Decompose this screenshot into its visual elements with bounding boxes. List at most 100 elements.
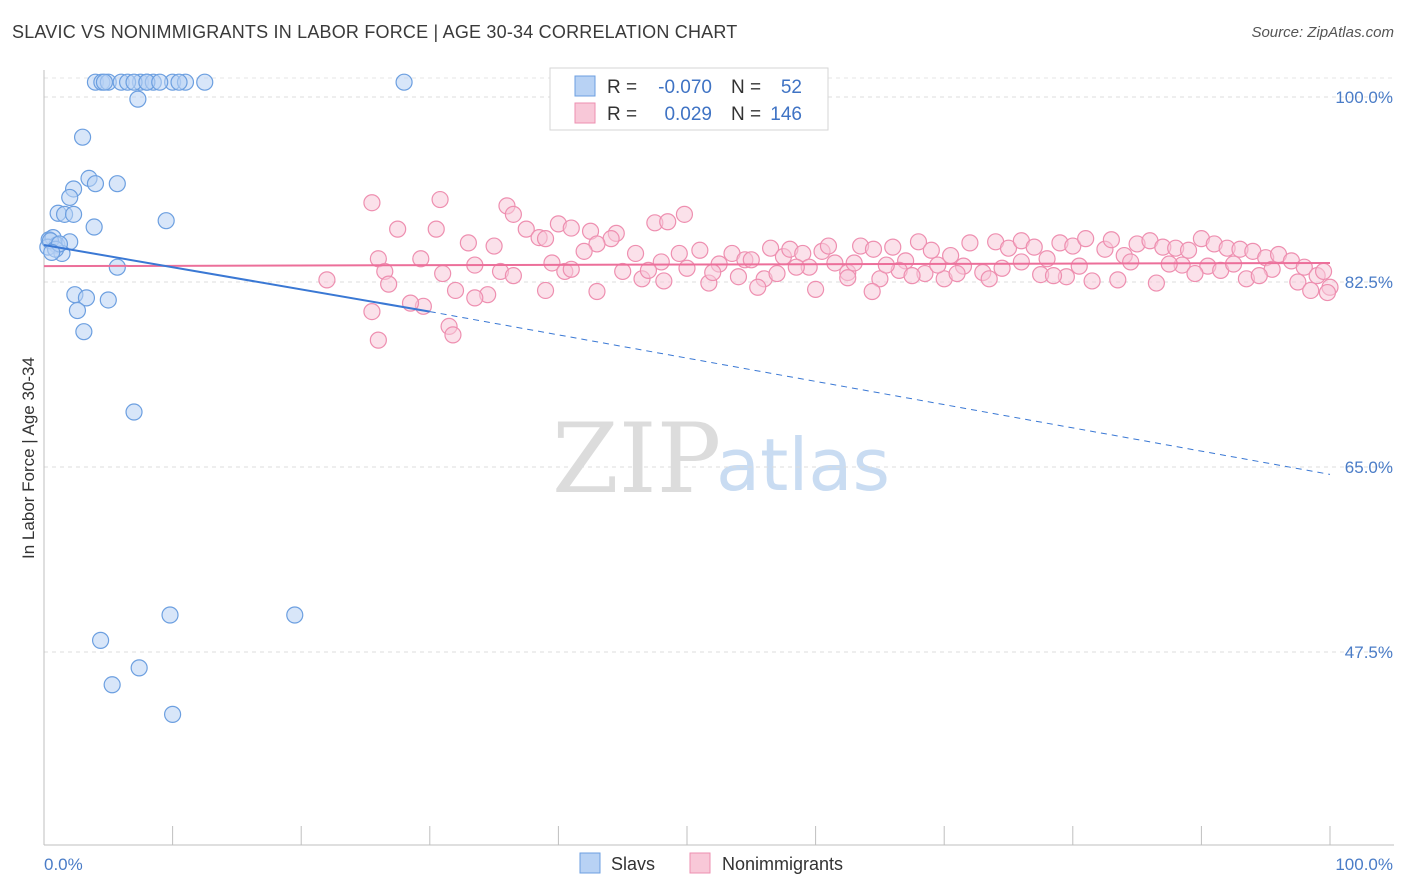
nonimmigrants-point bbox=[562, 260, 580, 278]
slavs-trend-extension bbox=[429, 311, 1331, 475]
bottom-legend-swatch-nonimm bbox=[689, 852, 711, 874]
nonimmigrants-point bbox=[575, 242, 593, 260]
nonimmigrants-point bbox=[1012, 253, 1030, 271]
slavs-point bbox=[61, 188, 79, 207]
nonimmigrants-point bbox=[1179, 241, 1198, 259]
nonimmigrants-point bbox=[729, 268, 748, 286]
nonimmigrants-point bbox=[614, 262, 632, 281]
nonimmigrants-point bbox=[826, 254, 844, 272]
nonimmigrants-point bbox=[562, 219, 580, 237]
nonimmigrants-point bbox=[652, 253, 670, 271]
nonimmigrants-point bbox=[768, 264, 786, 283]
legend-r-value-slavs: -0.070 bbox=[658, 77, 712, 98]
nonimmigrants-point bbox=[1250, 267, 1268, 285]
nonimmigrants-point bbox=[845, 254, 863, 272]
slavs-point bbox=[64, 205, 83, 223]
nonimmigrants-point bbox=[485, 237, 503, 255]
legend-swatch-nonimm bbox=[574, 102, 596, 124]
nonimmigrants-point bbox=[504, 205, 522, 223]
slavs-point bbox=[170, 73, 188, 91]
nonimmigrants-point bbox=[588, 235, 606, 253]
nonimmigrants-point bbox=[380, 275, 398, 293]
nonimmigrants-point bbox=[588, 282, 606, 301]
nonimmigrants-point bbox=[466, 289, 484, 307]
nonimmigrants-point bbox=[787, 258, 805, 276]
y-tick-label: 65.0% bbox=[1345, 458, 1393, 477]
nonimmigrants-point bbox=[444, 326, 462, 344]
legend-n-value-nonimm: 146 bbox=[770, 104, 802, 125]
nonimmigrants-point bbox=[678, 259, 696, 277]
nonimmigrants-point bbox=[993, 259, 1011, 277]
gridlines bbox=[44, 77, 1394, 653]
nonimmigrants-point bbox=[704, 263, 722, 282]
legend-n-label-slavs: N = bbox=[731, 77, 761, 98]
nonimmigrants-point bbox=[670, 244, 688, 263]
nonimmigrants-point bbox=[1102, 231, 1120, 249]
y-tick-label: 100.0% bbox=[1335, 88, 1393, 107]
legend-swatch-slavs bbox=[574, 75, 596, 97]
nonimmigrants-point bbox=[863, 282, 881, 301]
nonimmigrants-point bbox=[1025, 238, 1043, 256]
bottom-legend-swatch-slavs bbox=[579, 852, 601, 874]
nonimmigrants-point bbox=[655, 272, 673, 290]
nonimmigrants-point bbox=[909, 233, 928, 251]
nonimmigrants-point bbox=[1064, 237, 1082, 255]
nonimmigrants-point bbox=[543, 254, 561, 272]
nonimmigrants-point bbox=[446, 281, 465, 300]
slavs-point bbox=[68, 301, 87, 320]
slavs-point bbox=[125, 403, 143, 421]
nonimmigrants-point bbox=[1077, 230, 1095, 248]
nonimmigrants-point bbox=[536, 281, 555, 300]
slavs-point bbox=[395, 73, 413, 91]
nonimmigrants-point bbox=[761, 239, 780, 257]
nonimmigrants-point bbox=[1070, 257, 1088, 275]
nonimmigrants-point bbox=[431, 190, 449, 209]
nonimmigrants-point bbox=[318, 271, 336, 289]
y-tick-label: 82.5% bbox=[1345, 273, 1393, 292]
y-tick-label: 47.5% bbox=[1345, 643, 1393, 662]
legend-n-value-slavs: 52 bbox=[781, 77, 802, 98]
slavs-point bbox=[157, 212, 175, 230]
bottom-legend-label-slavs: Slavs bbox=[611, 854, 655, 874]
slavs-point bbox=[95, 73, 114, 91]
nonimmigrants-trend-line bbox=[43, 261, 1331, 268]
nonimmigrants-point bbox=[806, 280, 825, 298]
slavs-point bbox=[286, 606, 304, 624]
nonimmigrants-point bbox=[839, 269, 857, 287]
nonimmigrants-point bbox=[922, 241, 940, 259]
nonimmigrants-point bbox=[434, 264, 452, 283]
nonimmigrants-point bbox=[1147, 274, 1165, 292]
bottom-legend-label-nonimm: Nonimmigrants bbox=[722, 854, 843, 874]
slavs-point bbox=[129, 90, 147, 108]
nonimmigrants-point bbox=[877, 256, 895, 274]
slavs-point bbox=[164, 705, 182, 723]
slavs-point bbox=[86, 175, 105, 193]
slavs-point bbox=[77, 289, 96, 307]
stats-legend: R = -0.070 N = 52 R = 0.029 N = 146 bbox=[549, 67, 829, 131]
legend-n-label-nonimm: N = bbox=[731, 104, 761, 125]
nonimmigrants-point bbox=[1122, 253, 1140, 271]
slavs-point bbox=[103, 676, 121, 694]
nonimmigrants-point bbox=[749, 278, 767, 296]
nonimmigrants-point bbox=[504, 267, 522, 285]
slavs-point bbox=[99, 291, 117, 309]
nonimmigrants-points bbox=[318, 190, 1339, 349]
nonimmigrants-point bbox=[412, 250, 430, 268]
nonimmigrants-point bbox=[369, 331, 387, 349]
watermark-atlas: atlas bbox=[716, 423, 890, 507]
slavs-point bbox=[75, 323, 93, 341]
watermark-zip: ZIP bbox=[552, 403, 721, 515]
slavs-point bbox=[151, 73, 169, 91]
legend-r-value-nonimm: 0.029 bbox=[664, 104, 712, 125]
nonimmigrants-point bbox=[459, 234, 477, 252]
nonimmigrants-point bbox=[1109, 271, 1127, 289]
stats-legend-box bbox=[549, 67, 829, 131]
y-axis-label: In Labor Force | Age 30-34 bbox=[19, 357, 38, 559]
y-tick-labels: 100.0% 82.5% 65.0% 47.5% bbox=[1335, 88, 1393, 662]
nonimmigrants-point bbox=[961, 234, 979, 252]
nonimmigrants-point bbox=[794, 244, 812, 263]
nonimmigrants-point bbox=[999, 239, 1018, 257]
chart-title: SLAVIC VS NONIMMIGRANTS IN LABOR FORCE |… bbox=[12, 22, 738, 42]
nonimmigrants-point bbox=[1289, 273, 1307, 291]
